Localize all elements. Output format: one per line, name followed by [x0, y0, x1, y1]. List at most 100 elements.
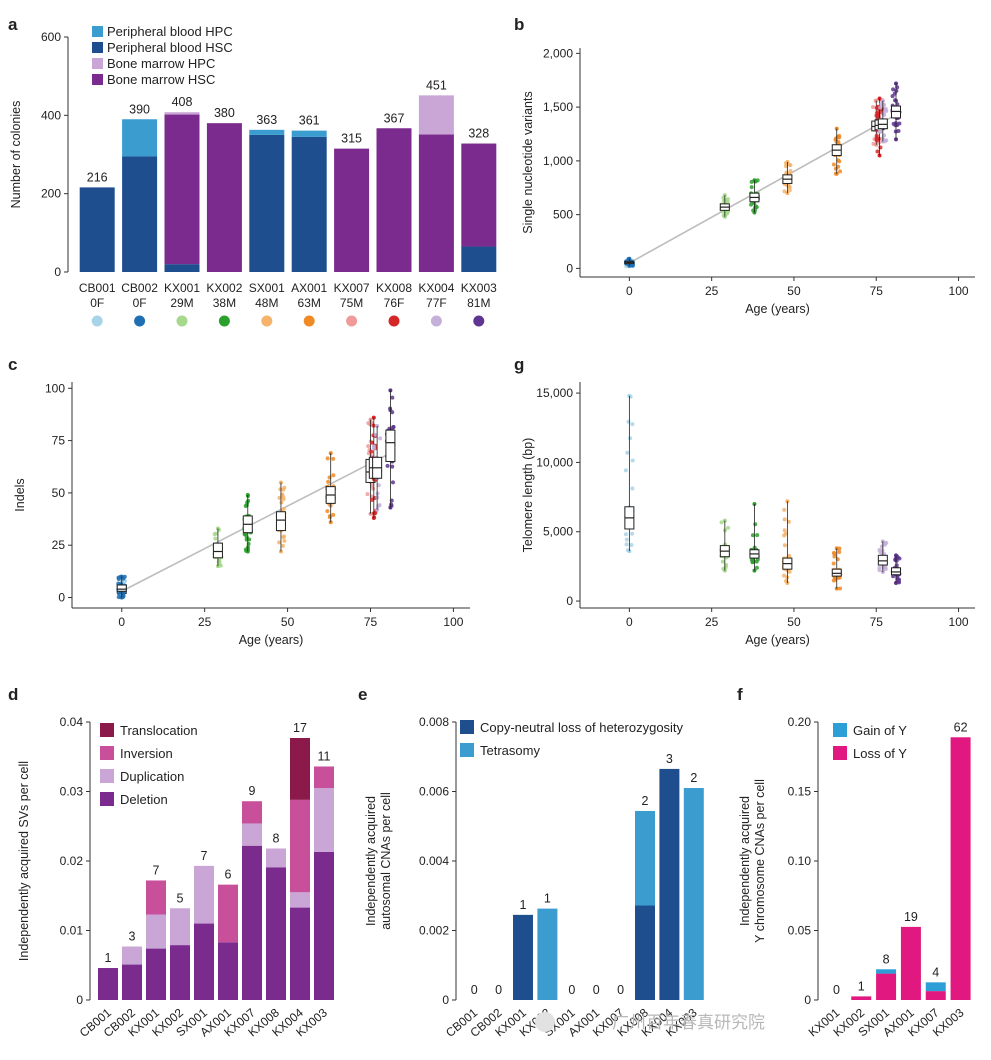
data-point: [894, 563, 899, 568]
y-tick-label: 0: [566, 261, 573, 275]
bar-segment: [79, 187, 115, 272]
data-point: [891, 574, 896, 579]
bar-segment: [925, 982, 946, 992]
data-point: [624, 537, 629, 542]
panel-label-g: g: [514, 355, 524, 374]
x-category-label: KX001: [164, 281, 200, 295]
bar-total-label: 0: [833, 983, 840, 997]
bar-total-label: 451: [426, 78, 447, 92]
panel-e: 00.0020.0040.0060.0080CB0010CB0021KX0011…: [358, 685, 704, 1040]
donor-color-dot: [473, 315, 485, 327]
bar-segment: [635, 905, 655, 1000]
legend-label: Inversion: [120, 746, 173, 761]
bar-segment: [876, 973, 897, 1000]
data-point: [787, 569, 792, 574]
data-point: [875, 149, 880, 154]
data-point: [375, 491, 380, 496]
donor-color-dot: [134, 315, 146, 327]
data-point: [376, 483, 381, 488]
x-tick-label: 50: [787, 615, 801, 629]
bar-segment: [851, 996, 872, 1000]
x-age-sex-label: 77F: [426, 296, 447, 310]
bar-segment: [170, 908, 190, 946]
legend-f: Gain of Y Loss of Y: [833, 723, 907, 761]
y-tick-label: 75: [52, 434, 66, 448]
panel-f: 00.050.100.150.200KX0011KX0028SX00119AX0…: [737, 685, 971, 1039]
bar-segment: [418, 134, 454, 272]
data-point: [874, 136, 879, 141]
bar-segment: [122, 964, 142, 1000]
x-tick-label: 0: [626, 284, 633, 298]
data-point: [753, 522, 758, 527]
bar-segment: [249, 134, 285, 272]
data-point: [331, 512, 336, 517]
bar-segment: [314, 788, 334, 852]
x-axis-title: Age (years): [745, 633, 810, 647]
y-tick-label: 0.05: [788, 924, 812, 938]
data-point: [838, 169, 843, 174]
bar-total-label: 361: [299, 114, 320, 128]
legend-d: Translocation Inversion Duplication Deletio…: [100, 723, 198, 807]
data-point: [331, 456, 336, 461]
data-point: [831, 162, 836, 167]
bar-total-label: 367: [384, 111, 405, 125]
data-point: [214, 531, 219, 536]
data-point: [831, 550, 836, 555]
data-point: [366, 444, 371, 449]
legend-label: Peripheral blood HSC: [107, 40, 233, 55]
data-point: [326, 479, 331, 484]
bar-segment: [291, 130, 327, 137]
data-point: [719, 520, 724, 525]
y-axis-title: Telomere length (bp): [521, 438, 535, 553]
legend-swatch: [92, 42, 103, 53]
data-point: [874, 134, 879, 139]
x-tick-label: 75: [870, 615, 884, 629]
legend-swatch: [92, 74, 103, 85]
legend-label: Duplication: [120, 769, 184, 784]
data-point: [877, 565, 882, 570]
legend-label: Translocation: [120, 723, 198, 738]
data-point: [837, 134, 842, 139]
data-point: [833, 166, 838, 171]
legend-swatch: [100, 746, 114, 760]
data-point: [788, 169, 793, 174]
x-tick-label: 25: [705, 284, 719, 298]
data-point: [782, 543, 787, 548]
bar-segment: [164, 264, 200, 272]
box: [116, 584, 127, 592]
x-category-label: KX007: [334, 281, 370, 295]
bar-segment: [266, 848, 286, 868]
y-tick-label: 0: [566, 594, 573, 608]
data-point: [782, 189, 787, 194]
bar-segment: [418, 95, 454, 135]
bar-segment: [876, 969, 897, 974]
bar-total-label: 7: [153, 863, 160, 877]
y-tick-label: 0.04: [60, 715, 84, 729]
data-point: [875, 112, 880, 117]
data-point: [213, 536, 218, 541]
data-point: [749, 202, 754, 207]
y-tick-label: 0.004: [419, 854, 449, 868]
bar-segment: [291, 136, 327, 272]
data-point: [749, 185, 754, 190]
data-point: [325, 456, 330, 461]
box: [385, 429, 396, 463]
data-point: [385, 463, 390, 468]
bar-segment: [194, 865, 214, 924]
donor-color-dot: [218, 315, 230, 327]
bar-total-label: 9: [249, 784, 256, 798]
y-tick-label: 0: [442, 993, 449, 1007]
data-point: [884, 109, 889, 114]
panel-label-a: a: [8, 15, 18, 34]
x-axis-title: Age (years): [745, 302, 810, 316]
x-tick-label: 50: [787, 284, 801, 298]
data-point: [726, 525, 731, 530]
panel-label-e: e: [358, 685, 367, 704]
data-point: [277, 540, 282, 545]
data-point: [327, 515, 332, 520]
x-category-label: CB001: [79, 281, 116, 295]
x-category-label: KX008: [376, 281, 412, 295]
x-category-label: KX002: [206, 281, 242, 295]
legend-swatch: [833, 723, 847, 737]
